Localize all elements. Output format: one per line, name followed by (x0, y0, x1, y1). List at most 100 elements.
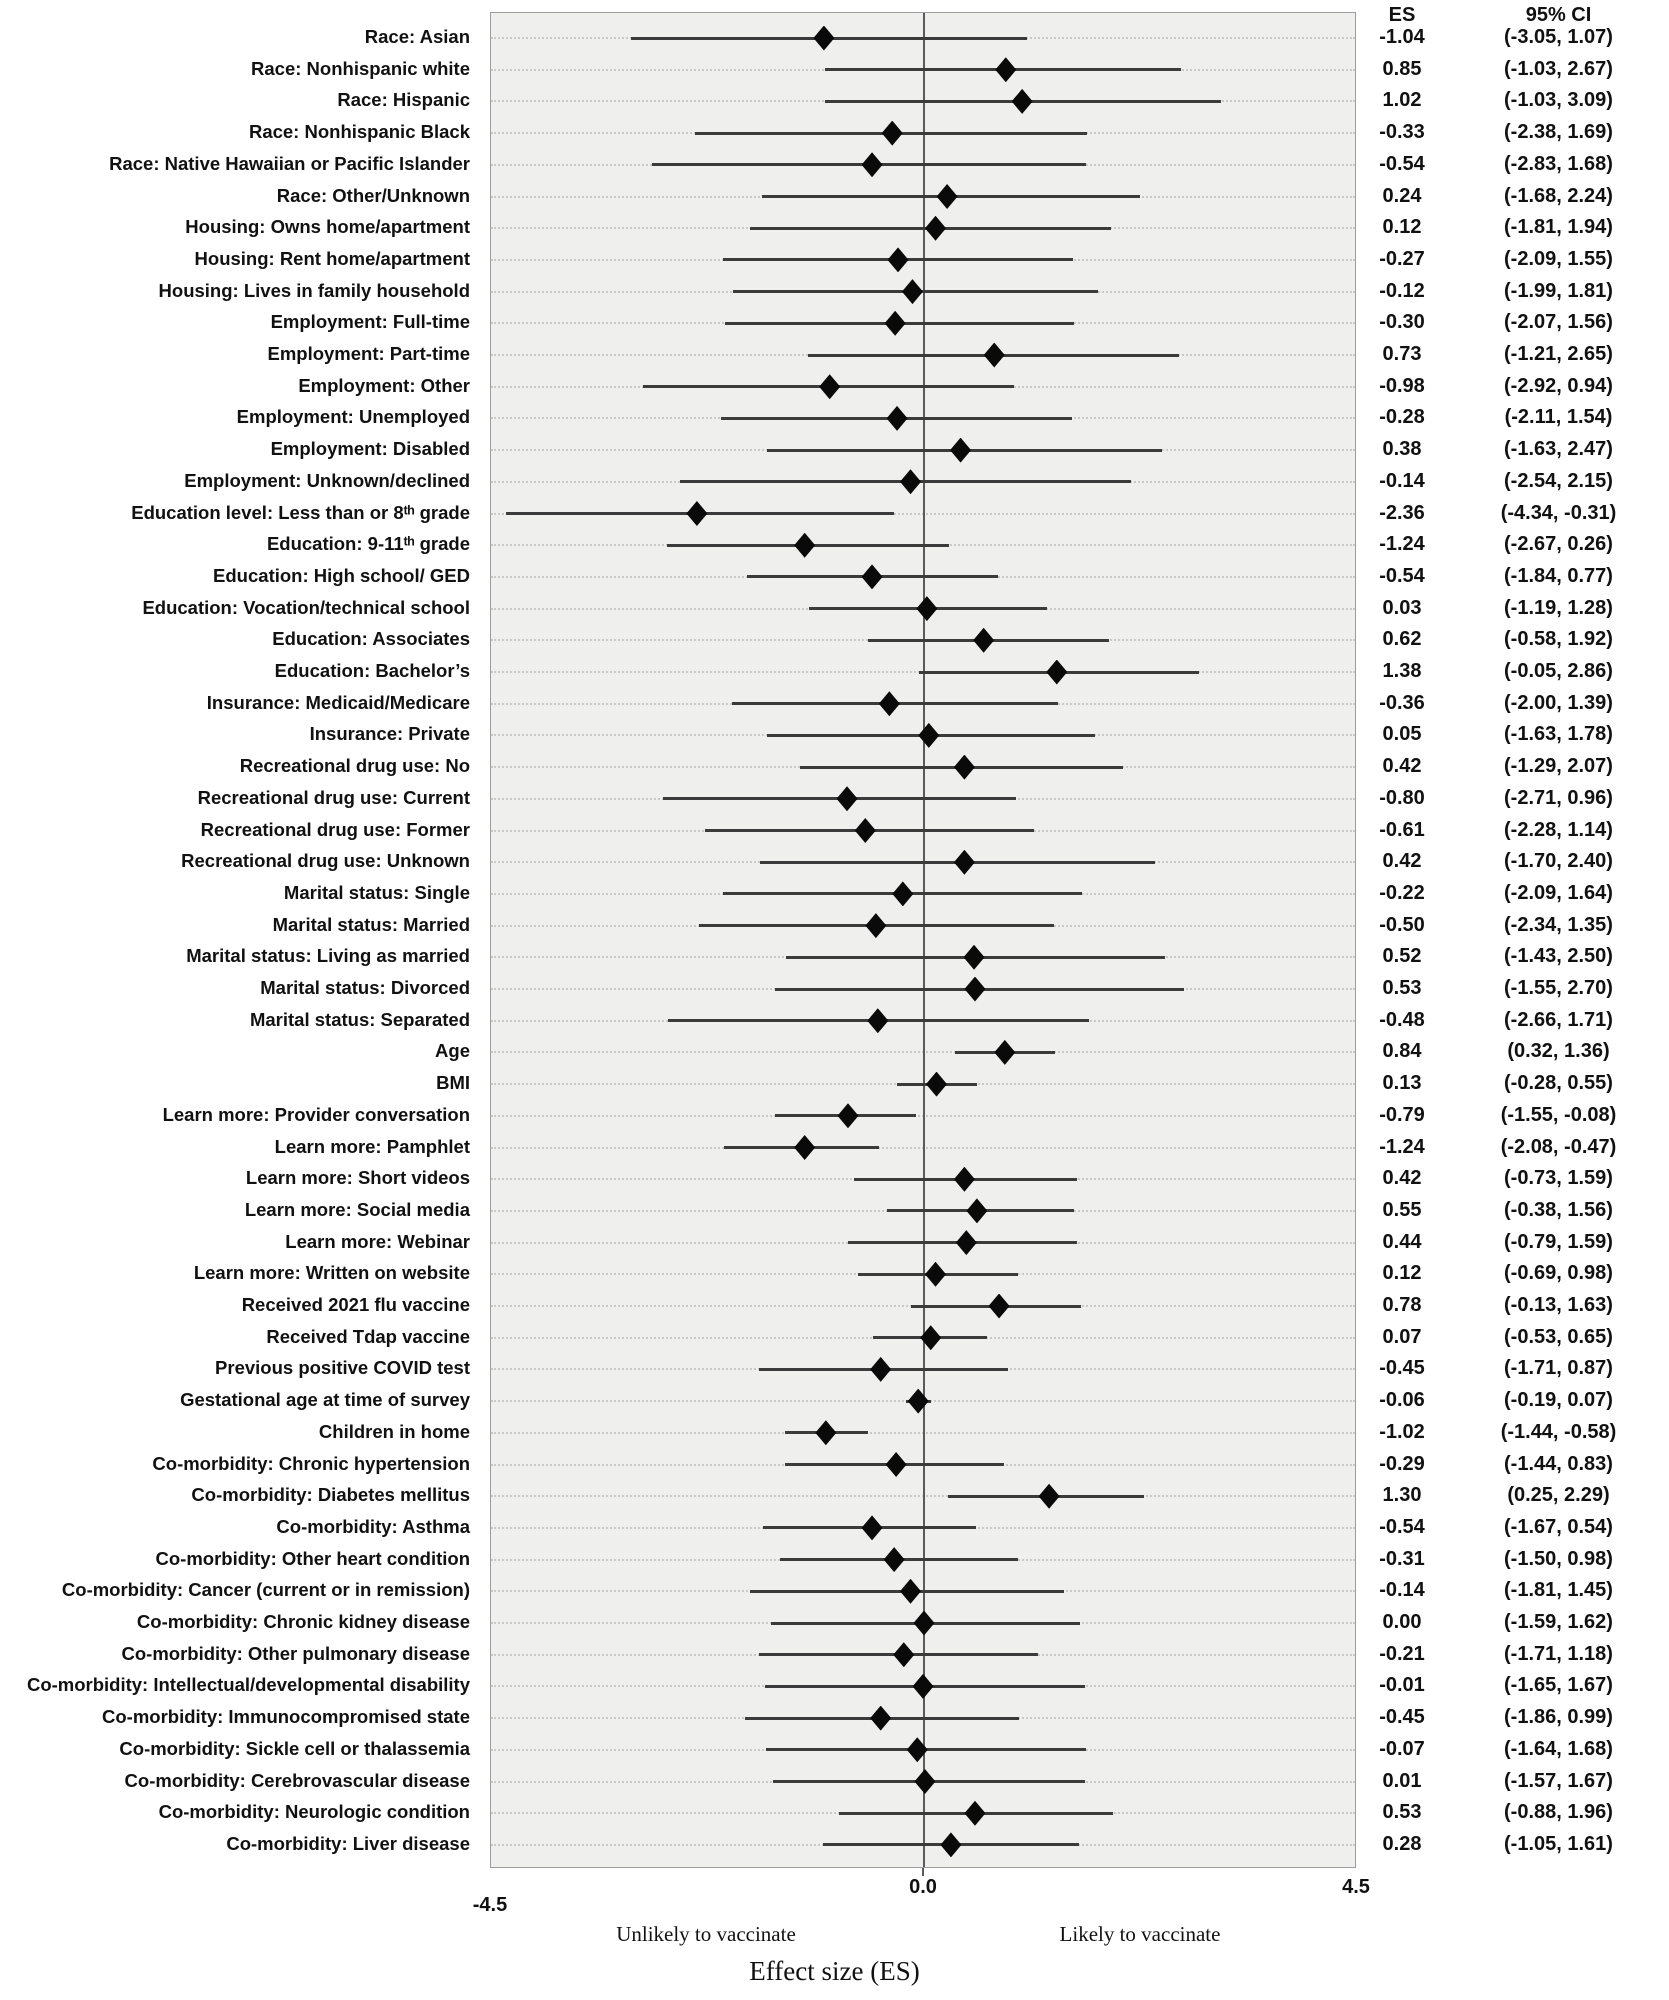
row-label: Education: Bachelor’s (274, 660, 470, 681)
es-value: 0.24 (1382, 184, 1422, 207)
ci-value: (-2.34, 1.35) (1504, 913, 1613, 936)
caption-unlikely: Unlikely to vaccinate (616, 1922, 796, 1946)
effect-size-diamond (901, 279, 923, 305)
es-value: -0.27 (1379, 247, 1425, 270)
row-label: Co-morbidity: Other pulmonary disease (121, 1642, 470, 1664)
row-label: Co-morbidity: Chronic kidney disease (136, 1611, 470, 1632)
row-label: Learn more: Webinar (285, 1230, 470, 1252)
effect-size-diamond (878, 691, 900, 717)
es-value: -0.22 (1379, 881, 1425, 904)
row-label: Co-morbidity: Immunocompromised state (102, 1706, 470, 1728)
effect-size-diamond (964, 976, 986, 1002)
row-label: Co-morbidity: Cancer (current or in remi… (61, 1579, 470, 1601)
row-label: Learn more: Pamphlet (274, 1135, 470, 1157)
ci-value: (-0.73, 1.59) (1504, 1167, 1613, 1190)
row-label: Co-morbidity: Liver disease (226, 1832, 470, 1854)
effect-size-diamond (893, 1642, 915, 1668)
es-value: -0.61 (1379, 818, 1425, 841)
effect-size-diamond (920, 1325, 942, 1351)
es-value: -0.45 (1379, 1706, 1425, 1729)
es-value: -0.50 (1379, 913, 1425, 936)
es-value: 1.02 (1382, 89, 1422, 112)
effect-size-diamond (815, 1420, 837, 1446)
es-column-header: ES (1388, 4, 1416, 26)
es-value: -0.14 (1379, 469, 1425, 492)
es-value: -0.12 (1379, 279, 1425, 302)
row-label: Race: Hispanic (337, 89, 470, 111)
ci-value: (-2.66, 1.71) (1504, 1008, 1613, 1031)
row-label: Marital status: Separated (249, 1008, 470, 1030)
effect-size-diamond (995, 57, 1017, 83)
ci-value: (-1.50, 0.98) (1504, 1547, 1613, 1570)
es-value: 0.84 (1382, 1040, 1422, 1063)
ci-value: (-3.05, 1.07) (1504, 26, 1613, 48)
ci-value: (-1.81, 1.45) (1504, 1579, 1613, 1602)
effect-size-diamond (861, 564, 883, 590)
es-value: -1.24 (1379, 1135, 1425, 1158)
es-value: 0.53 (1382, 1801, 1422, 1824)
es-value: -0.54 (1379, 152, 1425, 175)
es-value: -0.29 (1379, 1452, 1425, 1475)
effect-size-diamond (950, 437, 972, 463)
row-label: Received Tdap vaccine (266, 1325, 470, 1347)
effect-size-diamond (686, 501, 708, 526)
row-label: Previous positive COVID test (215, 1357, 470, 1379)
ci-value: (-1.43, 2.50) (1504, 945, 1613, 968)
ci-value: (-2.83, 1.68) (1504, 152, 1613, 175)
effect-size-diamond (861, 1515, 883, 1541)
es-value: -0.54 (1379, 1515, 1425, 1538)
effect-size-diamond (918, 722, 940, 748)
row-label: Co-morbidity: Diabetes mellitus (191, 1484, 470, 1506)
es-value: 0.01 (1382, 1769, 1422, 1792)
x-axis-tick-min: -4.5 (472, 1894, 508, 1916)
ci-value: (-1.65, 1.67) (1504, 1674, 1613, 1697)
ci-value: (-0.58, 1.92) (1504, 628, 1613, 651)
ci-value-column: (-3.05, 1.07) (-1.03, 2.67) (-1.03, 3.09) (… (1448, 12, 1669, 1868)
effect-size-diamond (953, 1166, 975, 1192)
ci-value: (-2.67, 0.26) (1504, 533, 1613, 556)
effect-size-diamond (883, 1547, 905, 1573)
es-value: 0.05 (1382, 723, 1422, 746)
es-value: 0.85 (1382, 57, 1422, 80)
es-value: -0.06 (1379, 1389, 1425, 1412)
effect-size-diamond (906, 1737, 928, 1763)
ci-value: (-0.19, 0.07) (1504, 1389, 1613, 1412)
effect-size-diamond (936, 184, 958, 209)
x-axis-tick-max: 4.5 (1342, 1876, 1370, 1898)
row-label: Marital status: Single (283, 881, 470, 903)
es-value: 0.07 (1382, 1325, 1422, 1348)
row-label: Employment: Unemployed (236, 406, 470, 428)
effect-size-diamond (983, 342, 1005, 368)
zero-tick-mark (922, 1868, 924, 1876)
es-value: 0.44 (1382, 1230, 1422, 1253)
row-label: Co-morbidity: Cerebrovascular disease (124, 1769, 470, 1791)
row-label: Housing: Lives in family household (158, 279, 470, 301)
effect-size-diamond (973, 627, 995, 653)
ci-value: (-0.28, 0.55) (1504, 1072, 1613, 1095)
es-value: 0.03 (1382, 596, 1422, 619)
plot-area (490, 12, 1356, 1868)
row-label: Marital status: Married (272, 913, 470, 935)
es-value: 0.62 (1382, 628, 1422, 651)
es-value: -1.24 (1379, 533, 1425, 556)
es-value: -1.02 (1379, 1420, 1425, 1443)
row-label: Marital status: Divorced (260, 977, 470, 998)
es-value: 0.42 (1382, 755, 1422, 778)
es-value: -0.30 (1379, 311, 1425, 334)
effect-size-diamond (865, 913, 887, 939)
es-value: 0.38 (1382, 438, 1422, 461)
ci-value: (0.25, 2.29) (1507, 1484, 1610, 1507)
effect-size-diamond (794, 532, 816, 558)
ci-column-header: 95% CI (1525, 4, 1592, 26)
x-axis-tick-zero: 0.0 (909, 1876, 937, 1898)
ci-value: (-1.71, 0.87) (1504, 1357, 1613, 1380)
es-value: 0.53 (1382, 977, 1422, 999)
ci-value: (-2.92, 0.94) (1504, 374, 1613, 397)
es-value: -0.31 (1379, 1547, 1425, 1570)
effect-size-diamond (870, 1356, 892, 1382)
effect-size-diamond (900, 469, 922, 495)
es-value: 0.78 (1382, 1294, 1422, 1316)
row-label: Education: 9-11ᵗʰ grade (266, 533, 470, 555)
row-label: Learn more: Short videos (245, 1167, 470, 1189)
